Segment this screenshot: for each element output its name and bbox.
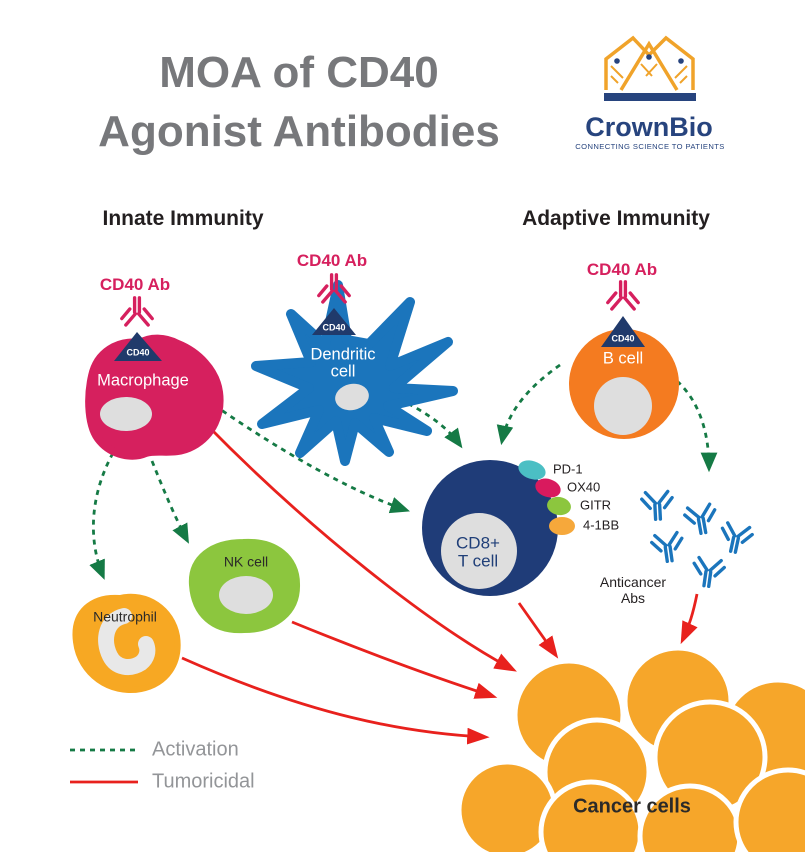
page-title-text1: MOA of CD40 (159, 48, 439, 97)
bcell-label: B cell (602, 349, 644, 368)
tumoricidal-arrow-abs-cancer (680, 593, 699, 645)
anticancer-antibody-icon (681, 501, 720, 538)
anticancer-label-line1: Anticancer (599, 573, 667, 590)
neutrophil-nucleus (98, 608, 156, 675)
nk-nucleus (219, 576, 273, 614)
cd40-antibody-icon (606, 280, 640, 311)
logo-wordmark: CrownBio (585, 111, 713, 142)
macrophage-nucleus (100, 397, 152, 431)
nk-label: NK cell (223, 553, 269, 570)
anticancer-label-line2: Abs (620, 589, 646, 606)
anticancer-antibody-icon (639, 489, 675, 522)
page-title-line2: Agonist Antibodies (98, 102, 500, 162)
tumoricidal-arrows (70, 423, 699, 784)
gitr-marker (547, 496, 571, 516)
pd1-marker (518, 460, 546, 480)
crownbio-crown-icon (604, 35, 696, 101)
legend-tumoricidal-label: Tumoricidal (152, 770, 255, 793)
cancer-cells-label: Cancer cells (573, 795, 691, 818)
activation-arrow-macrophage-nk (150, 460, 189, 544)
anticancer-antibody-icon (689, 555, 727, 590)
dendritic-label-line1: Dendritic (310, 345, 376, 364)
page-title-line1: MOA of CD40 (159, 43, 439, 103)
macrophage-cd40-receptor-icon (114, 332, 162, 361)
activation-arrow-macrophage-tcell (213, 403, 410, 514)
macrophage-label: Macrophage (97, 371, 189, 390)
logo-tagline: CONNECTING SCIENCE TO PATIENTS (575, 142, 725, 152)
41bb-label: 4-1BB (583, 517, 620, 533)
bcell-nucleus (594, 377, 652, 435)
adaptive-immunity-header: Adaptive Immunity (522, 206, 710, 230)
macrophage-cd40ab-label: CD40 Ab (99, 275, 171, 295)
dendritic-cd40ab-label: CD40 Ab (296, 251, 368, 271)
innate-immunity-header: Innate Immunity (102, 206, 264, 230)
anticancer-antibody-icon (649, 530, 687, 565)
tumoricidal-arrow-tcell-cancer (517, 602, 559, 659)
ox40-label: OX40 (567, 479, 601, 495)
cancer-cell (733, 767, 805, 852)
bcell-cd40ab-label: CD40 Ab (586, 260, 658, 280)
macrophage-cell (85, 296, 224, 460)
neutrophil-cell (72, 593, 181, 693)
pd1-label: PD-1 (553, 461, 583, 477)
dendritic-cd40-label: CD40 (322, 322, 346, 333)
tcell-label-line1: CD8+ (456, 533, 500, 553)
tcell-nucleus (441, 513, 517, 589)
page-title-text2: Agonist Antibodies (98, 107, 500, 156)
nk-cell (188, 538, 301, 634)
bcell-cd40-receptor-icon (601, 316, 645, 347)
neutrophil-body (72, 593, 181, 693)
dendritic-body (251, 280, 458, 466)
activation-arrow-macrophage-neutrophil (89, 452, 115, 580)
ox40-marker (535, 478, 561, 498)
anticancer-antibody-icon (716, 520, 756, 557)
tumoricidal-arrow-neutrophil-cancer (181, 656, 490, 745)
dendritic-label-line2: cell (330, 362, 356, 381)
legend-activation-label: Activation (152, 738, 239, 761)
activation-arrow-dendritic-tcell (398, 397, 463, 449)
activation-arrow-bcell-abs (676, 379, 718, 473)
tcell-label-line2: T cell (457, 551, 499, 571)
cd40-antibody-icon (120, 296, 154, 327)
cd8-t-cell (422, 460, 575, 596)
bcell-cd40-label: CD40 (611, 333, 635, 344)
activation-arrow-bcell-tcell (496, 363, 561, 446)
tumoricidal-arrow-macrophage-cancer (205, 423, 517, 672)
macrophage-cd40-label: CD40 (126, 347, 150, 358)
cancer-cell-cluster (456, 645, 805, 852)
tumoricidal-arrow-nk-cancer (291, 620, 498, 699)
b-cell (569, 280, 679, 439)
dendritic-cd40-receptor-icon (312, 308, 356, 335)
dendritic-cell (251, 273, 458, 466)
dendritic-nucleus (335, 383, 369, 411)
activation-arrows (70, 363, 718, 752)
41bb-marker (549, 517, 575, 535)
gitr-label: GITR (580, 497, 612, 513)
neutrophil-label: Neutrophil (93, 608, 157, 625)
